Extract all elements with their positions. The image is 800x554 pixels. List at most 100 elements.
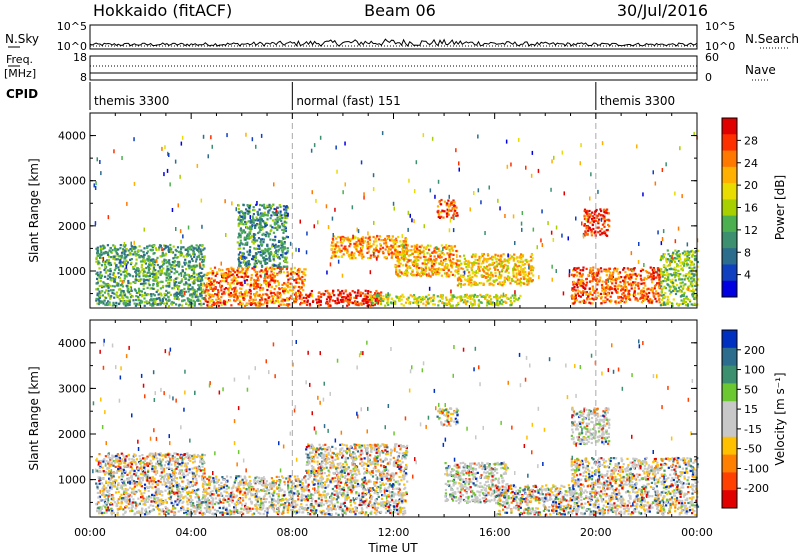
range-cell	[318, 300, 321, 303]
range-cell	[239, 283, 242, 286]
range-cell	[240, 281, 243, 285]
range-cell	[240, 266, 244, 270]
range-cell	[104, 266, 107, 269]
echo-region	[570, 266, 662, 305]
range-cell	[482, 261, 485, 264]
range-cell	[600, 283, 604, 287]
range-cell	[353, 255, 356, 258]
range-cell	[193, 268, 196, 271]
range-cell	[386, 235, 389, 238]
range-cell	[318, 296, 321, 299]
range-cell	[193, 275, 196, 278]
range-cell	[264, 273, 266, 278]
range-cell	[686, 255, 689, 258]
range-cell	[588, 226, 591, 229]
range-cell	[654, 292, 658, 295]
range-cell	[148, 261, 151, 264]
range-cell	[224, 273, 227, 276]
range-cell	[692, 303, 695, 307]
range-cell	[276, 294, 279, 297]
range-cell	[109, 276, 112, 279]
range-cell	[405, 252, 408, 255]
range-cell	[169, 246, 172, 249]
range-cell	[487, 302, 491, 305]
range-cell	[689, 277, 693, 280]
range-cell	[455, 249, 458, 253]
range-cell	[227, 290, 230, 293]
range-cell	[353, 245, 356, 248]
cpid-segment-label: themis 3300	[94, 94, 169, 108]
range-cell	[154, 247, 157, 250]
range-cell	[238, 256, 241, 259]
range-cell	[145, 294, 148, 297]
range-cell	[123, 277, 126, 280]
range-cell	[596, 278, 599, 281]
range-cell	[106, 244, 109, 247]
range-cell	[415, 245, 418, 248]
range-cell	[454, 209, 457, 212]
range-cell	[594, 290, 597, 293]
range-cell	[183, 299, 186, 302]
range-cell	[180, 247, 183, 251]
range-cell	[510, 301, 513, 304]
range-cell	[100, 274, 103, 277]
range-cell	[139, 293, 142, 297]
range-cell	[270, 278, 273, 281]
range-cell	[165, 276, 168, 279]
range-cell	[269, 253, 272, 256]
range-cell	[626, 267, 629, 270]
range-cell	[113, 279, 116, 282]
range-cell	[488, 278, 491, 281]
range-cell	[440, 215, 443, 218]
range-cell	[138, 275, 141, 278]
range-cell	[264, 275, 267, 278]
range-cell	[394, 302, 397, 305]
range-cell	[496, 263, 499, 266]
range-cell	[248, 206, 251, 209]
range-cell	[109, 297, 112, 300]
range-cell	[331, 241, 334, 244]
range-cell	[167, 274, 170, 277]
range-cell	[137, 295, 140, 298]
range-cell	[583, 208, 587, 211]
range-cell	[168, 285, 171, 288]
range-cell	[144, 262, 148, 265]
range-cell	[675, 263, 679, 266]
range-cell	[293, 266, 296, 269]
range-cell	[100, 291, 103, 294]
range-cell	[502, 300, 505, 303]
range-cell	[458, 255, 462, 258]
range-cell	[281, 251, 284, 254]
range-cell	[446, 202, 449, 205]
range-cell	[351, 205, 354, 210]
range-cell	[514, 264, 517, 267]
range-cell	[469, 294, 472, 297]
range-cell	[516, 278, 519, 281]
range-cell	[387, 237, 391, 240]
range-cell	[325, 298, 329, 301]
range-cell	[423, 246, 426, 249]
range-cell	[508, 279, 511, 282]
range-cell	[515, 257, 518, 260]
range-cell	[162, 284, 165, 288]
range-cell	[662, 264, 665, 267]
range-cell	[355, 246, 358, 249]
range-cell	[622, 286, 625, 289]
range-cell	[664, 295, 667, 298]
range-cell	[494, 272, 497, 275]
range-cell	[220, 304, 223, 307]
range-cell	[599, 276, 602, 279]
range-cell	[201, 267, 204, 270]
range-cell	[506, 275, 510, 278]
range-cell	[211, 270, 214, 273]
range-cell	[380, 239, 383, 242]
range-cell	[407, 249, 410, 252]
range-cell	[419, 246, 423, 249]
range-cell	[302, 296, 305, 299]
range-cell	[211, 300, 214, 303]
range-cell	[680, 268, 683, 271]
range-cell	[258, 299, 262, 302]
range-cell	[121, 265, 124, 268]
range-cell	[338, 248, 341, 252]
